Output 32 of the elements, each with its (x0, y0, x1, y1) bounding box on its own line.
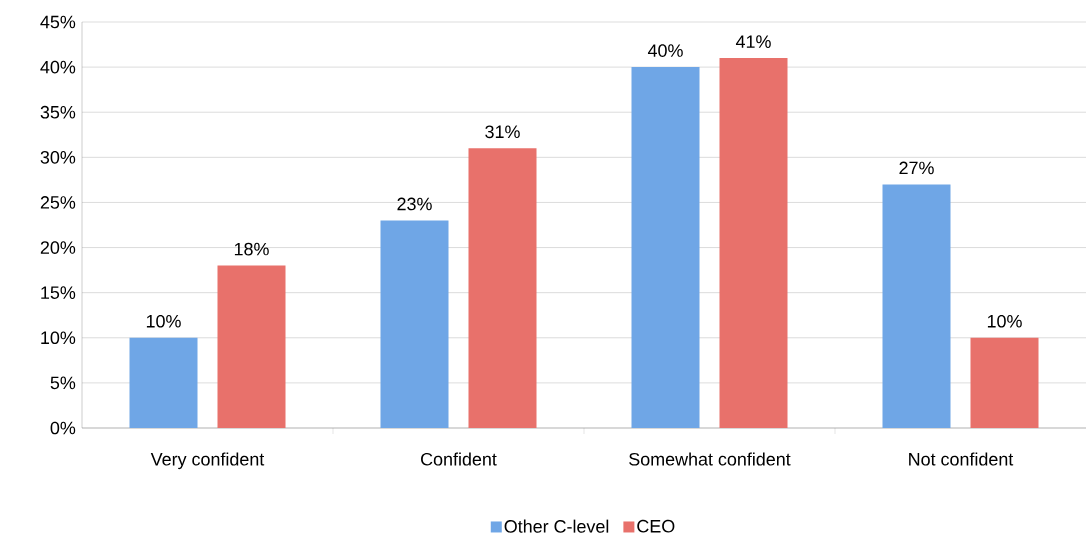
bar (970, 337, 1039, 428)
x-tick-label: Somewhat confident (629, 452, 791, 466)
bar (631, 67, 700, 428)
y-tick-label: 40% (40, 60, 76, 74)
bar (217, 265, 286, 428)
data-label: 40% (647, 44, 683, 57)
y-tick-label: 5% (50, 376, 76, 390)
y-tick-label: 10% (41, 331, 76, 345)
y-tick-label: 30% (40, 150, 76, 164)
data-label: 18% (234, 242, 269, 256)
data-label: 27% (899, 161, 934, 175)
data-label: 10% (987, 314, 1022, 328)
x-tick-label: Not confident (909, 452, 1014, 466)
data-label: 41% (735, 35, 771, 48)
data-label: 10% (146, 314, 181, 328)
y-tick-label: 35% (40, 105, 76, 119)
x-tick-label: Very confident (150, 452, 265, 470)
bar (882, 184, 951, 428)
y-tick-label: 45% (40, 15, 76, 29)
y-tick-label: 20% (40, 241, 76, 254)
y-tick-label: 15% (41, 286, 76, 299)
legend-label: Other C-level (504, 519, 609, 533)
bar (129, 337, 198, 428)
bar (468, 148, 537, 428)
y-tick-label: 0% (50, 421, 76, 435)
y-tick-label: 25% (40, 196, 76, 209)
x-tick-label: Confident (421, 452, 497, 466)
bar (380, 220, 449, 428)
data-label: 23% (397, 197, 432, 211)
data-label: 31% (485, 125, 520, 139)
bar (719, 58, 788, 428)
legend-label: CEO (637, 519, 675, 533)
